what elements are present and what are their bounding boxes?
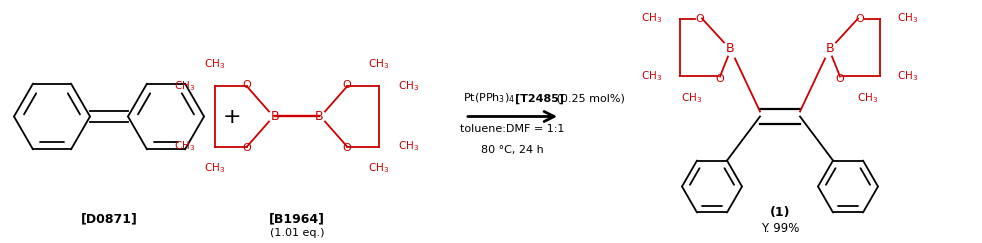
- Text: [T2485]: [T2485]: [515, 93, 564, 104]
- Text: B: B: [271, 110, 279, 123]
- Text: CH$_3$: CH$_3$: [641, 12, 663, 26]
- Text: O: O: [343, 80, 352, 90]
- Text: O: O: [695, 14, 704, 24]
- Text: O: O: [343, 142, 352, 153]
- Text: (1): (1): [770, 206, 791, 219]
- Text: CH$_3$: CH$_3$: [204, 162, 226, 175]
- Text: CH$_3$: CH$_3$: [175, 139, 195, 153]
- Text: +: +: [223, 106, 242, 127]
- Text: O: O: [716, 73, 725, 84]
- Text: B: B: [826, 42, 835, 55]
- Text: CH$_3$: CH$_3$: [857, 0, 879, 3]
- Text: CH$_3$: CH$_3$: [898, 69, 918, 83]
- Text: O: O: [243, 80, 251, 90]
- Text: CH$_3$: CH$_3$: [857, 92, 879, 105]
- Text: O: O: [855, 14, 864, 24]
- Text: CH$_3$: CH$_3$: [368, 58, 390, 71]
- Text: CH$_3$: CH$_3$: [682, 0, 702, 3]
- Text: O: O: [243, 142, 251, 153]
- Text: CH$_3$: CH$_3$: [399, 139, 419, 153]
- Text: CH$_3$: CH$_3$: [898, 12, 918, 26]
- Text: (0.25 mol%): (0.25 mol%): [553, 94, 625, 104]
- Text: (1.01 eq.): (1.01 eq.): [270, 228, 324, 238]
- Text: CH$_3$: CH$_3$: [204, 58, 226, 71]
- Text: toluene:DMF = 1:1: toluene:DMF = 1:1: [461, 124, 565, 134]
- Text: Y. 99%: Y. 99%: [761, 222, 799, 235]
- Text: B: B: [726, 42, 735, 55]
- Text: O: O: [836, 73, 845, 84]
- Text: 80 °C, 24 h: 80 °C, 24 h: [481, 145, 544, 155]
- Text: Pt(PPh$_3$)$_4$: Pt(PPh$_3$)$_4$: [463, 92, 516, 105]
- Text: B: B: [314, 110, 323, 123]
- Text: CH$_3$: CH$_3$: [175, 80, 195, 93]
- Text: CH$_3$: CH$_3$: [399, 80, 419, 93]
- Text: [B1964]: [B1964]: [269, 212, 325, 225]
- Text: CH$_3$: CH$_3$: [682, 92, 702, 105]
- Text: CH$_3$: CH$_3$: [641, 69, 663, 83]
- Text: [D0871]: [D0871]: [81, 212, 137, 225]
- Text: CH$_3$: CH$_3$: [368, 162, 390, 175]
